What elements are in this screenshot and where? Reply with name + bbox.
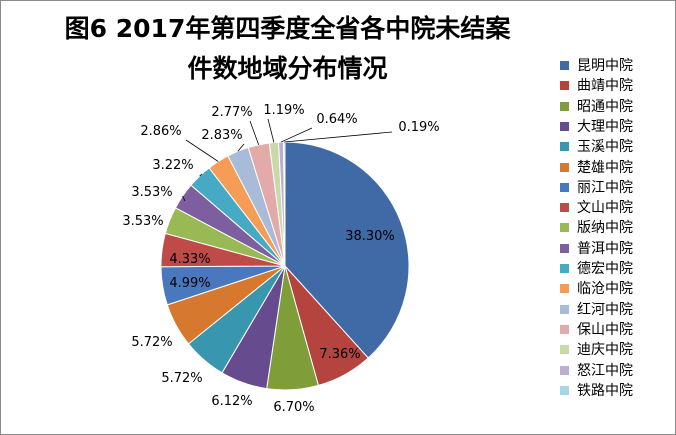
legend-label: 临沧中院 (577, 281, 633, 298)
data-label-1: 38.30% (345, 229, 395, 244)
data-label-2: 7.36% (319, 347, 360, 362)
legend-label: 曲靖中院 (577, 78, 633, 95)
legend-label: 丽江中院 (577, 179, 633, 196)
legend-swatch (560, 203, 569, 213)
legend-swatch (560, 304, 569, 314)
data-label-9: 3.53% (122, 214, 163, 229)
data-label-6: 5.72% (131, 335, 172, 350)
chart-title-line1: 图6 2017年第四季度全省各中院未结案 (64, 14, 511, 43)
leader-line-13 (237, 143, 245, 152)
legend-label: 怒江中院 (577, 362, 633, 379)
leader-line-11 (199, 173, 203, 177)
chart-title-line2: 件数地域分布情况 (187, 54, 388, 83)
data-label-13: 2.83% (201, 128, 242, 143)
legend-label: 红河中院 (577, 301, 633, 318)
legend-label: 昆明中院 (577, 58, 633, 74)
data-label-4: 6.12% (211, 394, 252, 409)
legend-swatch (560, 81, 569, 91)
legend-swatch (560, 345, 569, 355)
legend-label: 玉溪中院 (577, 139, 633, 156)
data-label-17: 0.19% (398, 120, 439, 135)
legend-label: 普洱中院 (577, 240, 633, 257)
leader-line-15 (267, 118, 275, 143)
legend-swatch (560, 142, 569, 152)
legend-label: 昭通中院 (577, 98, 633, 115)
legend-swatch (560, 121, 569, 131)
legend-swatch (560, 324, 569, 334)
legend-label: 德宏中院 (577, 261, 633, 277)
legend-label: 铁路中院 (577, 382, 633, 399)
data-label-3: 6.70% (273, 400, 314, 415)
legend-swatch (560, 284, 569, 294)
data-label-11: 3.22% (152, 158, 193, 173)
legend-swatch (560, 223, 569, 233)
legend-swatch (560, 182, 569, 192)
legend-label: 版纳中院 (577, 220, 633, 237)
leader-line-12 (185, 139, 219, 162)
leader-line-17 (284, 131, 393, 143)
legend-swatch (560, 264, 569, 273)
legend-label: 迪庆中院 (577, 342, 633, 359)
leader-line-14 (249, 120, 260, 145)
legend-swatch (560, 101, 569, 111)
legend-swatch (560, 243, 569, 253)
legend-label: 大理中院 (577, 118, 633, 135)
data-label-12: 2.86% (140, 124, 181, 139)
leader-line-16 (280, 127, 313, 143)
data-label-7: 4.99% (169, 276, 210, 291)
legend-label: 文山中院 (577, 200, 633, 217)
legend-label: 楚雄中院 (577, 159, 633, 176)
legend-swatch (560, 61, 569, 70)
data-label-15: 1.19% (263, 103, 304, 118)
data-label-5: 5.72% (161, 371, 202, 386)
legend-swatch (560, 385, 569, 395)
data-label-14: 2.77% (211, 105, 252, 120)
leader-line-10 (182, 195, 186, 202)
data-label-8: 4.33% (169, 252, 210, 267)
data-label-16: 0.64% (316, 112, 357, 127)
legend-label: 保山中院 (577, 321, 633, 338)
legend-swatch (560, 162, 569, 172)
legend-swatch (560, 365, 569, 375)
pie-slice-1 (284, 141, 410, 359)
data-label-10: 3.53% (131, 185, 172, 200)
